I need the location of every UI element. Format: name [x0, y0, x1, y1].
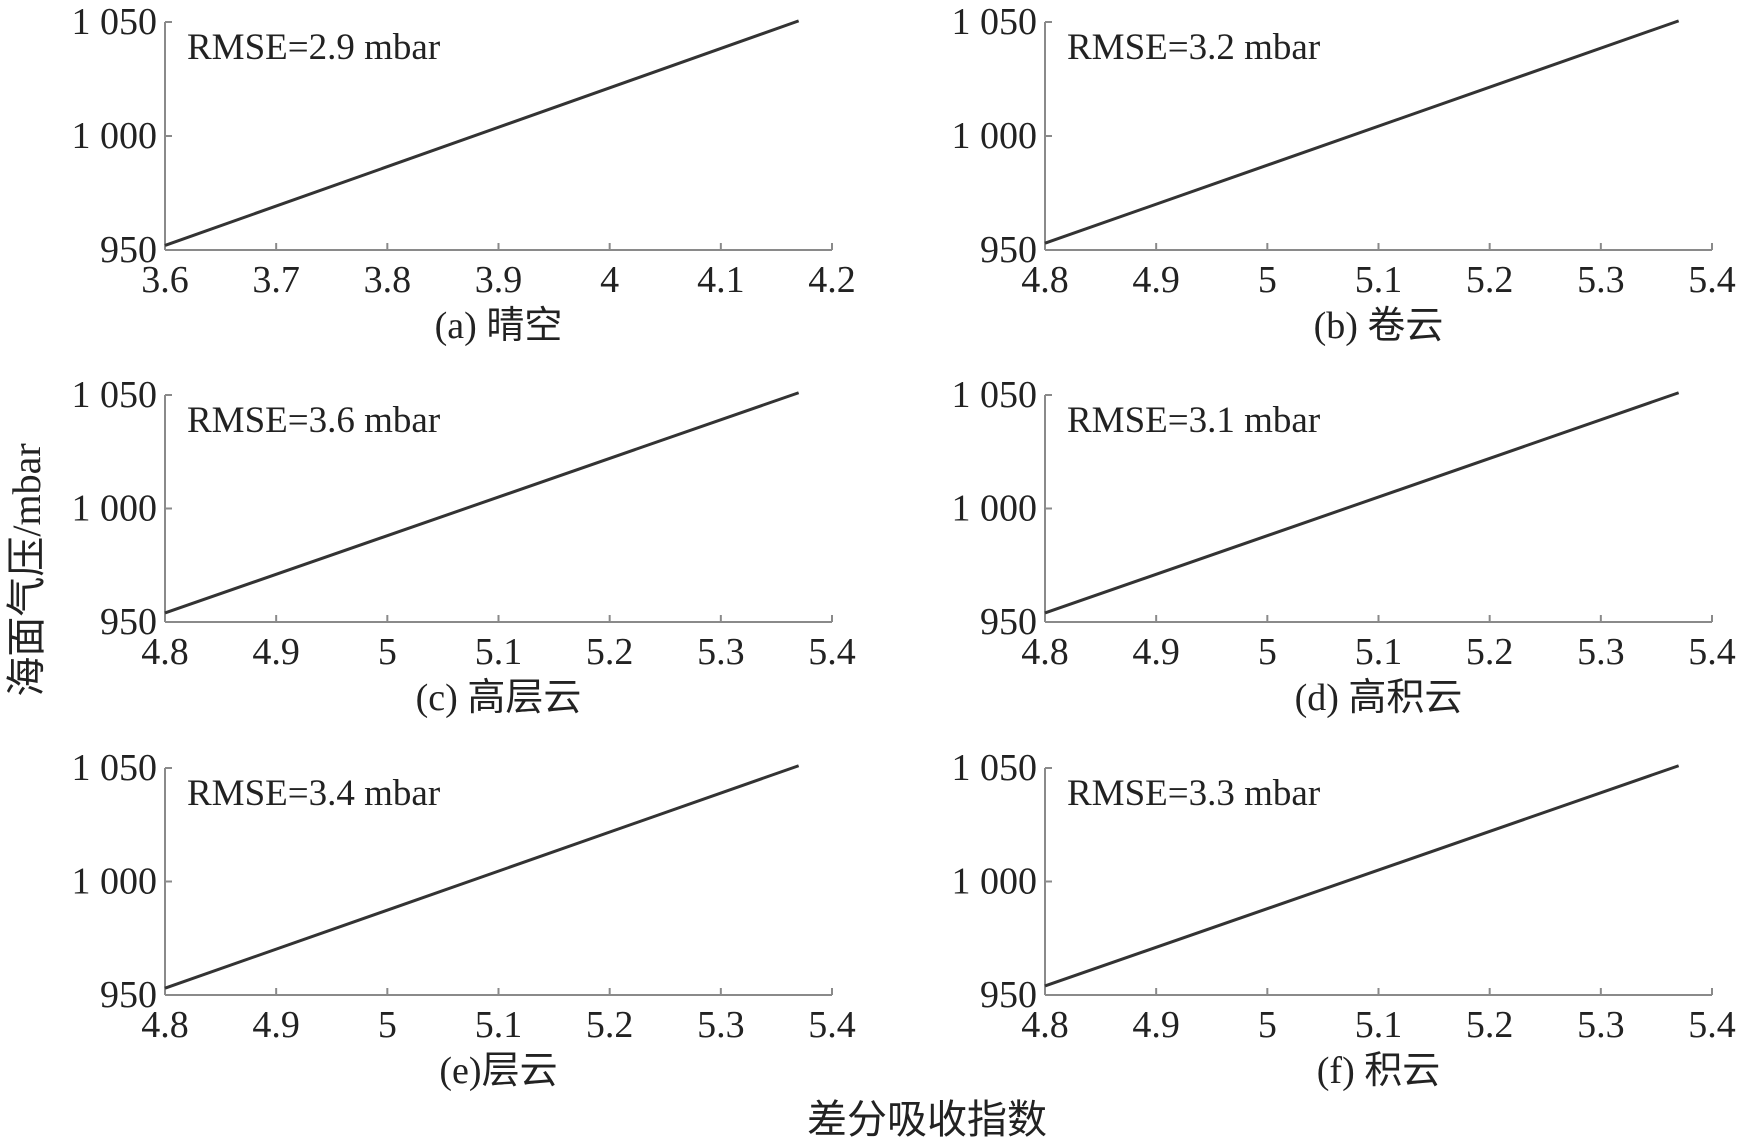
x-tick-label: 5.2	[586, 1004, 634, 1046]
y-tick-label: 1 000	[952, 115, 1038, 157]
panel-caption: (f) 积云	[1317, 1050, 1440, 1092]
x-tick-label: 4.9	[1132, 631, 1180, 673]
x-tick-label: 4.1	[697, 259, 745, 301]
y-tick-label: 950	[100, 974, 157, 1016]
y-tick-label: 1 000	[952, 861, 1038, 903]
x-tick-label: 5.3	[1577, 259, 1625, 301]
x-tick-label: 5.3	[1577, 1004, 1625, 1046]
x-tick-label: 5.4	[808, 1004, 856, 1046]
panel-f: 4.8 4.9 5 5.1 5.2 5.3 5.4 950 1 000 1 050 RMSE=3.3…	[952, 747, 1736, 1092]
x-tick-label: 5.2	[1466, 631, 1514, 673]
x-tick-label: 5	[1258, 259, 1277, 301]
x-tick-label: 5.1	[475, 631, 523, 673]
x-tick-label: 5.4	[1688, 631, 1736, 673]
panel-caption: (b) 卷云	[1314, 305, 1444, 347]
x-tick-label: 5.2	[1466, 259, 1514, 301]
y-tick-label: 950	[980, 601, 1037, 643]
y-tick-label: 1 050	[72, 374, 158, 416]
panel-b: 4.8 4.9 5 5.1 5.2 5.3 5.4 950 1 000 1 050 RMSE=3.2…	[952, 1, 1736, 347]
x-tick-label: 3.6	[141, 259, 189, 301]
y-tick-label: 1 050	[72, 1, 158, 43]
fit-line	[1044, 391, 1680, 615]
x-tick-label: 3.8	[364, 259, 412, 301]
y-tick-label: 950	[100, 229, 157, 271]
x-tick-label: 5.3	[697, 631, 745, 673]
x-tick-label: 5.2	[586, 631, 634, 673]
x-tick-label: 4.8	[1021, 1004, 1069, 1046]
x-tick-label: 5.1	[475, 1004, 523, 1046]
rmse-annotation: RMSE=3.2 mbar	[1067, 27, 1320, 68]
x-tick-label: 5.3	[697, 1004, 745, 1046]
panel-caption: (d) 高积云	[1295, 677, 1463, 719]
x-tick-label: 5	[378, 631, 397, 673]
y-tick-label: 950	[100, 601, 157, 643]
fit-line	[164, 391, 800, 615]
y-tick-label: 1 050	[72, 747, 158, 789]
x-tick-label: 4.2	[808, 259, 856, 301]
rmse-annotation: RMSE=3.4 mbar	[187, 773, 440, 814]
x-tick-label: 5.1	[1355, 259, 1403, 301]
y-tick-label: 1 050	[952, 1, 1038, 43]
panel-d: 4.8 4.9 5 5.1 5.2 5.3 5.4 950 1 000 1 050 RMSE=3.1…	[952, 374, 1736, 719]
y-axis-title: 海面气压/mbar	[4, 443, 49, 696]
x-tick-label: 3.9	[475, 259, 523, 301]
y-tick-label: 950	[980, 229, 1037, 271]
x-tick-label: 4	[600, 259, 619, 301]
rmse-annotation: RMSE=3.1 mbar	[1067, 400, 1320, 441]
panel-caption: (e)层云	[439, 1050, 557, 1092]
panel-caption: (c) 高层云	[416, 677, 582, 719]
x-tick-label: 5	[1258, 631, 1277, 673]
y-tick-label: 1 000	[952, 488, 1038, 530]
x-tick-label: 5.3	[1577, 631, 1625, 673]
x-tick-label: 5.4	[808, 631, 856, 673]
fit-line	[1044, 764, 1680, 988]
rmse-annotation: RMSE=3.3 mbar	[1067, 773, 1320, 814]
x-tick-label: 5.1	[1355, 631, 1403, 673]
panel-a: 3.6 3.7 3.8 3.9 4 4.1 4.2 950 1 000 1 050 RMSE=2.9…	[72, 1, 856, 347]
rmse-annotation: RMSE=3.6 mbar	[187, 400, 440, 441]
y-tick-label: 1 000	[72, 488, 158, 530]
fit-line	[164, 764, 800, 990]
y-tick-label: 1 000	[72, 861, 158, 903]
y-tick-label: 1 050	[952, 747, 1038, 789]
x-tick-label: 5	[1258, 1004, 1277, 1046]
y-tick-label: 1 000	[72, 115, 158, 157]
y-tick-label: 1 050	[952, 374, 1038, 416]
x-tick-label: 4.9	[252, 631, 300, 673]
x-tick-label: 5.2	[1466, 1004, 1514, 1046]
panel-caption: (a) 晴空	[435, 305, 563, 347]
rmse-annotation: RMSE=2.9 mbar	[187, 27, 440, 68]
x-tick-label: 4.9	[1132, 259, 1180, 301]
x-tick-label: 5.4	[1688, 259, 1736, 301]
x-tick-label: 5.1	[1355, 1004, 1403, 1046]
panel-c: 4.8 4.9 5 5.1 5.2 5.3 5.4 950 1 000 1 050 RMSE=3.6…	[72, 374, 856, 719]
x-tick-label: 4.8	[141, 631, 189, 673]
x-tick-label: 5.4	[1688, 1004, 1736, 1046]
x-tick-label: 4.8	[141, 1004, 189, 1046]
x-tick-label: 4.8	[1021, 259, 1069, 301]
x-tick-label: 4.8	[1021, 631, 1069, 673]
y-tick-label: 950	[980, 974, 1037, 1016]
x-axis-title: 差分吸收指数	[807, 1097, 1047, 1142]
fit-line	[1044, 19, 1680, 245]
x-tick-label: 4.9	[252, 1004, 300, 1046]
panel-e: 4.8 4.9 5 5.1 5.2 5.3 5.4 950 1 000 1 050 RMSE=3.4…	[72, 747, 856, 1092]
fit-line	[164, 19, 800, 247]
x-tick-label: 3.7	[252, 259, 300, 301]
x-tick-label: 4.9	[1132, 1004, 1180, 1046]
x-tick-label: 5	[378, 1004, 397, 1046]
